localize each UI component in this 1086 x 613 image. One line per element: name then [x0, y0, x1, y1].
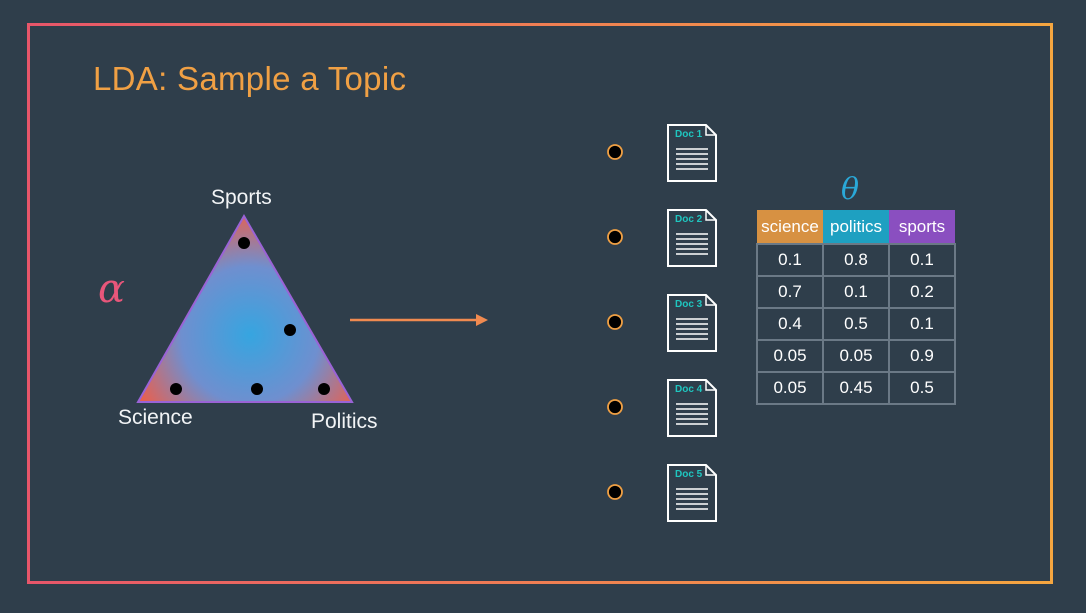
- document-icon: Doc 4: [667, 379, 717, 437]
- table-cell: 0.05: [756, 371, 824, 405]
- theta-table-header-row: science politics sports: [757, 210, 955, 244]
- document-label: Doc 1: [675, 129, 703, 140]
- vertex-label-science: Science: [118, 406, 193, 429]
- table-cell: 0.5: [822, 307, 890, 341]
- header-politics: politics: [823, 210, 889, 244]
- document-icon: Doc 2: [667, 209, 717, 267]
- document-label: Doc 2: [675, 214, 703, 225]
- table-cell: 0.45: [822, 371, 890, 405]
- table-row: 0.05 0.05 0.9: [756, 339, 956, 373]
- doc-bullet: [607, 399, 623, 415]
- alpha-symbol: α: [98, 266, 126, 312]
- table-cell: 0.1: [888, 243, 956, 277]
- doc-bullet: [607, 314, 623, 330]
- simplex-point: [318, 383, 330, 395]
- table-row: 0.7 0.1 0.2: [756, 275, 956, 309]
- table-cell: 0.5: [888, 371, 956, 405]
- table-cell: 0.1: [888, 307, 956, 341]
- table-row: 0.4 0.5 0.1: [756, 307, 956, 341]
- doc-bullet: [607, 484, 623, 500]
- header-science: science: [757, 210, 823, 244]
- document-icon: Doc 3: [667, 294, 717, 352]
- slide-title: LDA: Sample a Topic: [93, 60, 407, 97]
- document-label: Doc 3: [675, 299, 703, 310]
- document-icon: Doc 5: [667, 464, 717, 522]
- table-cell: 0.1: [822, 275, 890, 309]
- table-cell: 0.9: [888, 339, 956, 373]
- simplex-point: [170, 383, 182, 395]
- doc-bullet: [607, 144, 623, 160]
- document-label: Doc 4: [675, 384, 703, 395]
- theta-symbol: θ: [841, 172, 860, 207]
- simplex-point: [251, 383, 263, 395]
- dirichlet-simplex-triangle: [136, 213, 354, 403]
- vertex-label-politics: Politics: [311, 410, 378, 433]
- table-row: 0.1 0.8 0.1: [756, 243, 956, 277]
- document-icon: Doc 1: [667, 124, 717, 182]
- table-cell: 0.7: [756, 275, 824, 309]
- simplex-point: [238, 237, 250, 249]
- simplex-point: [284, 324, 296, 336]
- vertex-label-sports: Sports: [211, 186, 272, 209]
- table-cell: 0.1: [756, 243, 824, 277]
- table-cell: 0.2: [888, 275, 956, 309]
- table-cell: 0.8: [822, 243, 890, 277]
- table-cell: 0.05: [822, 339, 890, 373]
- doc-bullet: [607, 229, 623, 245]
- arrow-head: [476, 314, 488, 326]
- table-cell: 0.4: [756, 307, 824, 341]
- header-sports: sports: [889, 210, 955, 244]
- document-label: Doc 5: [675, 469, 703, 480]
- table-row: 0.05 0.45 0.5: [756, 371, 956, 405]
- table-cell: 0.05: [756, 339, 824, 373]
- theta-table: science politics sports 0.1 0.8 0.1 0.7 …: [756, 210, 956, 405]
